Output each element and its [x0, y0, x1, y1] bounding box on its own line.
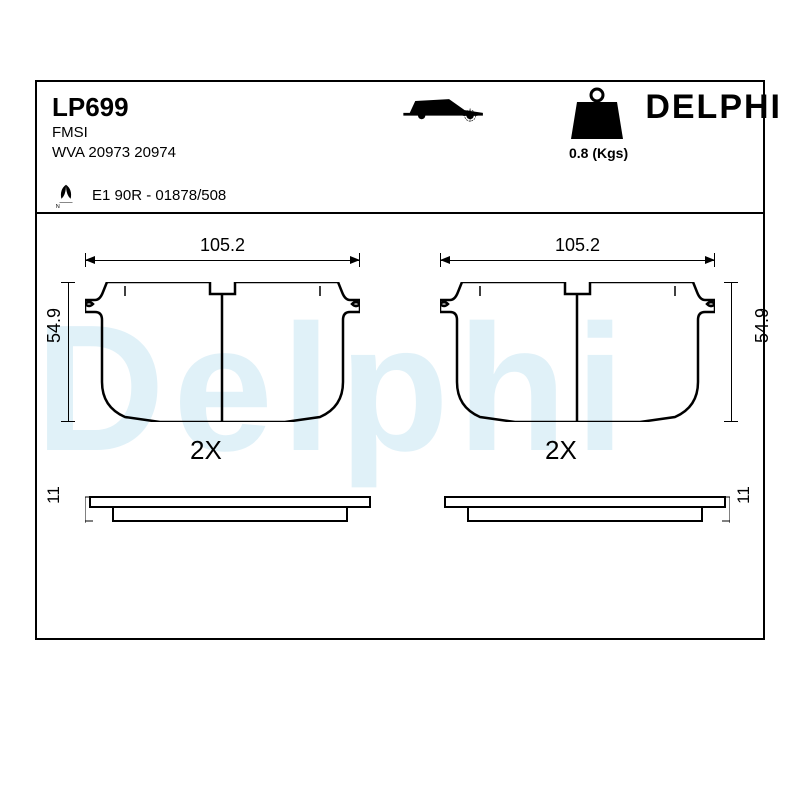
width-dim-line [440, 260, 715, 261]
pad-outline-right [440, 282, 715, 422]
header-divider [37, 212, 763, 214]
certification-code: E1 90R - 01878/508 [92, 187, 226, 204]
quantity-label: 2X [545, 435, 577, 466]
height-dim-line [731, 282, 732, 422]
weight-label: 0.8 (Kgs) [569, 145, 628, 161]
pad-outline-left [85, 282, 360, 422]
width-dimension: 105.2 [460, 235, 695, 256]
svg-text:N: N [56, 204, 60, 210]
part-number: LP699 [52, 92, 129, 123]
eco-leaf-icon: N [52, 182, 80, 210]
technical-diagram: 105.2 54.9 2X 11 105.2 54.9 [35, 240, 765, 640]
weight-icon [567, 87, 627, 142]
thickness-dimension: 11 [44, 486, 64, 504]
quantity-label: 2X [190, 435, 222, 466]
pad-profile-right [440, 495, 730, 530]
width-dimension: 105.2 [105, 235, 340, 256]
width-dim-line [85, 260, 360, 261]
car-icon [397, 90, 492, 122]
height-dimension: 54.9 [44, 308, 65, 343]
height-dimension: 54.9 [752, 308, 773, 343]
pad-profile-left [85, 495, 375, 530]
height-dim-line [68, 282, 69, 422]
fmsi-label: FMSI [52, 124, 88, 141]
thickness-dimension: 11 [734, 486, 754, 504]
wva-code: WVA 20973 20974 [52, 144, 176, 161]
